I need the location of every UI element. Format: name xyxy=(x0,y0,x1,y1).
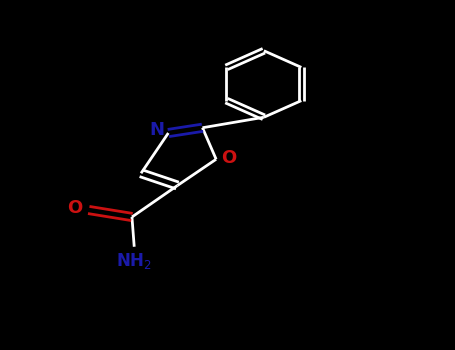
Text: O: O xyxy=(67,199,83,217)
Text: NH$_2$: NH$_2$ xyxy=(116,251,152,271)
Text: N: N xyxy=(150,121,164,139)
Text: O: O xyxy=(221,149,237,167)
